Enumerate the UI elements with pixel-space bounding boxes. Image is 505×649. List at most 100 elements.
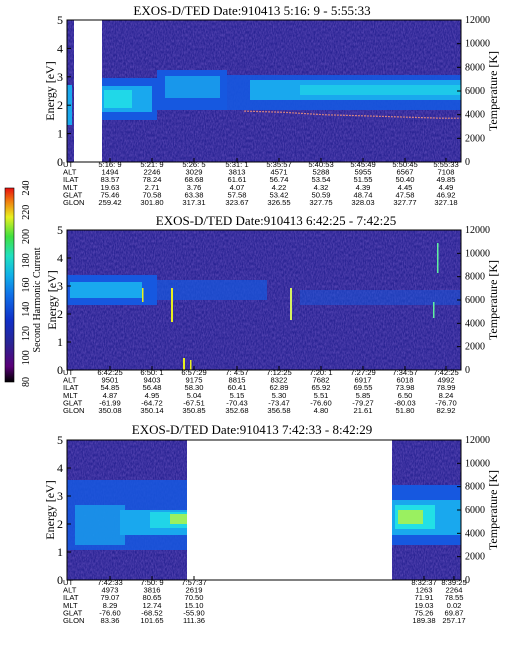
- panel-2-table-cell: 7:34:57: [392, 368, 417, 377]
- panel-2-table-cell: 4.95: [145, 391, 160, 400]
- panel-3-table-cell: 75.26: [414, 608, 433, 617]
- panel-1-table-cell: 83.57: [100, 175, 119, 184]
- panel-3-table-cell: 83.36: [100, 616, 119, 625]
- panel-2-table-cell: 8815: [229, 376, 246, 385]
- panel-1-y2tick-label: 2000: [465, 133, 485, 144]
- panel-2-table-cell: 5.15: [230, 391, 245, 400]
- panel-2-table-cell: 7:42:25: [433, 368, 458, 377]
- panel-1-table-cell: 326.55: [267, 198, 290, 207]
- colorbar-label: Second Harmonic Current: [32, 247, 43, 352]
- panel-2-table-cell: 60.41: [227, 383, 246, 392]
- panel-2-y2tick-label: 4000: [465, 318, 485, 329]
- panel-3-table-cell: 1263: [416, 586, 433, 595]
- panel-3-table-cell: 15.10: [184, 601, 203, 610]
- colorbar-tick-label: 160: [21, 278, 32, 293]
- panel-3-table-cell: -68.52: [141, 608, 163, 617]
- panel-3-y2tick-label: 2000: [465, 552, 485, 563]
- panel-2-table-cell: 6018: [397, 376, 414, 385]
- panel-1-table-cell: 47.58: [395, 190, 414, 199]
- colorbar-tick-label: 80: [21, 377, 32, 387]
- panel-2-y2tick-label: 10000: [465, 248, 490, 259]
- panel-1-y2tick-label: 0: [465, 157, 470, 168]
- panel-2-y2tick-label: 12000: [465, 225, 490, 236]
- panel-2-table-cell: 65.92: [311, 383, 330, 392]
- panel-1-table-cell: 78.24: [142, 175, 161, 184]
- colorbar-tick-label: 120: [21, 326, 32, 341]
- panel-3-table-cell: 80.65: [142, 593, 161, 602]
- panel-2-table-cell: -64.72: [141, 398, 163, 407]
- panel-1-table-cell: 3029: [186, 168, 203, 177]
- panel-3-table-cell: 8.29: [103, 601, 118, 610]
- panel-2-ylabel: Energy [eV]: [45, 270, 59, 329]
- panel-3-ytick-label: 0: [57, 573, 63, 587]
- panel-1-table-cell: 323.67: [225, 198, 248, 207]
- panel-1-table-cell: 50.40: [395, 175, 414, 184]
- panel-2-row-label: GLON: [63, 406, 85, 415]
- panel-1-table-cell: 5:50:45: [392, 160, 417, 169]
- panel-3-table-cell: 12.74: [142, 601, 161, 610]
- panel-2-table-cell: 69.55: [353, 383, 372, 392]
- panel-1-temperature-trace: [244, 110, 461, 119]
- panel-3-row-label: ALT: [63, 586, 77, 595]
- panel-1-ytick-label: 4: [57, 41, 63, 55]
- panel-1-table-cell: 75.46: [100, 190, 119, 199]
- panel-3-row-label: UT: [63, 578, 73, 587]
- panel-2-orbit-table: UT 6:42:25 6:50: 1 6:57:29 7: 4:57 7:12:25 7:2…: [63, 366, 459, 415]
- panel-2-y2label: Temperature [K]: [486, 260, 500, 340]
- panel-2-table-cell: 78.99: [436, 383, 455, 392]
- colorbar-ticks: 80 100 120 140 160 180 200 220 240: [21, 181, 32, 388]
- panel-2-y2tick-label: 6000: [465, 295, 485, 306]
- panel-1-yticks: 0 1 2 3 4 5: [57, 13, 71, 169]
- panel-1-table-cell: 5:21: 9: [140, 160, 163, 169]
- panel-2-table-cell: -73.47: [268, 398, 290, 407]
- panel-2-row-label: MLT: [63, 391, 78, 400]
- panel-1-table-cell: 2246: [144, 168, 161, 177]
- panel-3-table-cell: 8:32:37: [411, 578, 436, 587]
- panel-2-table-cell: 4992: [438, 376, 455, 385]
- panel-2-y2tick-label: 0: [465, 365, 470, 376]
- panel-1-orbit-table: UT 5:16: 9 5:21: 9 5:26: 5 5:31: 1 5:35:57 5:4…: [63, 158, 459, 207]
- panel-3-table-cell: 4973: [102, 586, 119, 595]
- panel-2-table-cell: 6:57:29: [181, 368, 206, 377]
- panel-2-table-cell: 54.85: [100, 383, 119, 392]
- panel-1-row-label: ILAT: [63, 175, 79, 184]
- panel-3-ytick-label: 5: [57, 433, 63, 447]
- panel-2-ytick-label: 5: [57, 223, 63, 237]
- panel-1-y2ticks: 0 2000 4000 6000 8000 10000 12000: [457, 15, 490, 168]
- panel-3-y2tick-label: 6000: [465, 505, 485, 516]
- panel-1-table-cell: 1494: [102, 168, 119, 177]
- panel-1-table-cell: 4.49: [439, 183, 454, 192]
- panel-1-ytick-label: 1: [57, 127, 63, 141]
- panel-2-table-cell: 9403: [144, 376, 161, 385]
- panel-2-yticks: 0 1 2 3 4 5: [57, 223, 71, 377]
- panel-2-y2ticks: 0 2000 4000 6000 8000 10000 12000: [457, 225, 490, 376]
- panel-3-table-cell: 257.17: [442, 616, 465, 625]
- panel-3-y2tick-label: 8000: [465, 482, 485, 493]
- panel-1-ytick-label: 5: [57, 13, 63, 27]
- panel-3-ylabel: Energy [eV]: [43, 480, 57, 539]
- panel-2-table-cell: 7: 4:57: [225, 368, 248, 377]
- panel-1-row-label: UT: [63, 160, 73, 169]
- panel-3-orbit-table: UT 7:42:33 7:50: 9 7:57:37 8:32:37 8:39:25 ALT…: [63, 576, 467, 625]
- panel-2-table-cell: 7:12:25: [266, 368, 291, 377]
- panel-3-table-cell: 2619: [186, 586, 203, 595]
- panel-2-table-cell: 5.04: [187, 391, 202, 400]
- panel-2-table-cell: 58.30: [184, 383, 203, 392]
- panel-2-y2tick-label: 8000: [465, 272, 485, 283]
- panel-1-y2tick-label: 10000: [465, 39, 490, 50]
- panel-1-row-label: MLT: [63, 183, 78, 192]
- panel-3-y2tick-label: 4000: [465, 528, 485, 539]
- panel-1-table-cell: 19.63: [100, 183, 119, 192]
- colorbar-tick-label: 240: [21, 181, 32, 196]
- panel-3-table-cell: 189.38: [412, 616, 435, 625]
- panel-1-table-cell: 4.32: [314, 183, 329, 192]
- panel-3-table-cell: 70.50: [184, 593, 203, 602]
- panel-3-table-cell: 79.07: [100, 593, 119, 602]
- panel-2-table-cell: 9175: [186, 376, 203, 385]
- panel-2: EXOS-D/TED Date:910413 6:42:25 - 7:42:25…: [45, 213, 500, 415]
- panel-3-row-label: GLON: [63, 616, 85, 625]
- panel-2-ytick-label: 0: [57, 363, 63, 377]
- panel-1-table-cell: 259.42: [98, 198, 121, 207]
- panel-2-table-cell: 6:50: 1: [140, 368, 163, 377]
- panel-1-table-cell: 5:55:33: [433, 160, 458, 169]
